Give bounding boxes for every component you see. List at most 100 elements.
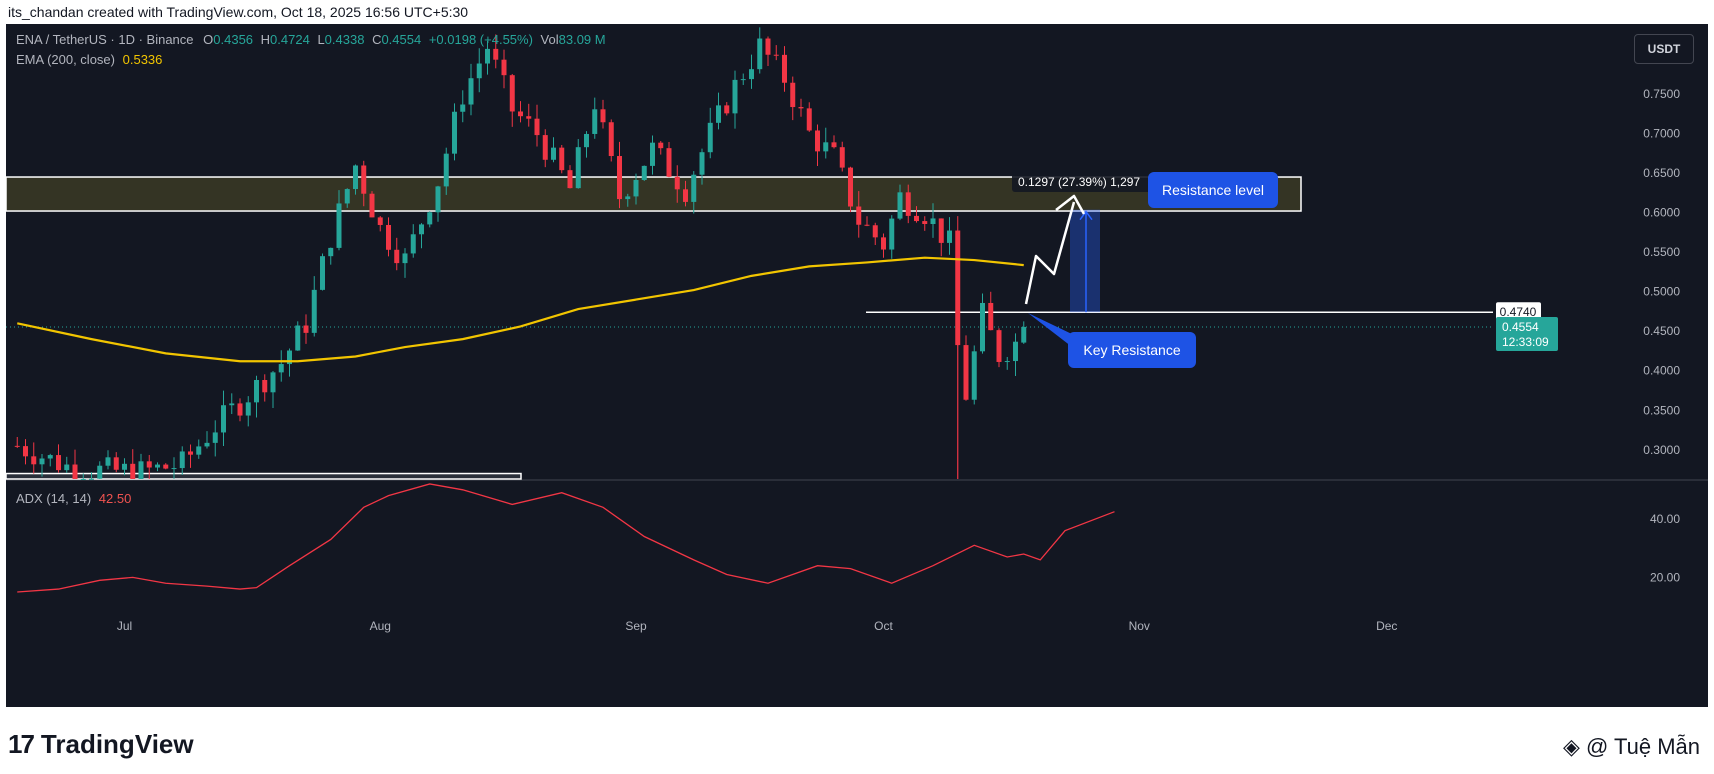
candle[interactable] bbox=[575, 139, 581, 189]
candle[interactable] bbox=[72, 449, 78, 479]
candle[interactable] bbox=[278, 350, 284, 382]
candle[interactable] bbox=[509, 73, 515, 127]
candle[interactable] bbox=[89, 472, 94, 480]
candle[interactable] bbox=[963, 335, 969, 401]
candle[interactable] bbox=[122, 458, 127, 476]
candle[interactable] bbox=[617, 141, 622, 209]
candle[interactable] bbox=[691, 171, 697, 214]
candle[interactable] bbox=[377, 216, 383, 232]
candle[interactable] bbox=[600, 99, 606, 129]
candle[interactable] bbox=[740, 73, 746, 85]
chart-canvas[interactable]: 0.7500 0.7000 0.6500 0.6000 0.5500 0.5000 0.45… bbox=[6, 24, 1708, 707]
candle[interactable] bbox=[80, 473, 86, 480]
candle[interactable] bbox=[897, 184, 903, 221]
candle[interactable] bbox=[336, 190, 342, 251]
candle[interactable] bbox=[534, 104, 540, 147]
candle[interactable] bbox=[344, 188, 350, 208]
candle[interactable] bbox=[410, 224, 416, 258]
candle[interactable] bbox=[542, 129, 548, 168]
candle[interactable] bbox=[163, 463, 169, 470]
candle[interactable] bbox=[551, 137, 556, 163]
candle[interactable] bbox=[353, 164, 358, 195]
candle[interactable] bbox=[848, 166, 853, 213]
candle[interactable] bbox=[56, 444, 61, 473]
candle[interactable] bbox=[650, 135, 655, 175]
candle[interactable] bbox=[765, 36, 771, 66]
candle[interactable] bbox=[328, 247, 334, 265]
candle[interactable] bbox=[402, 248, 408, 278]
candle[interactable] bbox=[254, 375, 259, 418]
candle[interactable] bbox=[105, 450, 111, 470]
candle[interactable] bbox=[980, 293, 985, 354]
candle[interactable] bbox=[518, 101, 523, 123]
candle[interactable] bbox=[427, 211, 433, 228]
candle[interactable] bbox=[683, 180, 688, 207]
candle[interactable] bbox=[14, 436, 20, 448]
candle[interactable] bbox=[831, 135, 837, 149]
candle[interactable] bbox=[782, 46, 787, 92]
candle[interactable] bbox=[881, 233, 886, 258]
candle[interactable] bbox=[567, 165, 573, 189]
candle[interactable] bbox=[938, 218, 944, 257]
measure-range[interactable] bbox=[1070, 209, 1100, 313]
candle[interactable] bbox=[716, 92, 721, 130]
candle[interactable] bbox=[1004, 356, 1010, 370]
resistance-level-callout[interactable] bbox=[1148, 172, 1278, 208]
candle[interactable] bbox=[666, 141, 672, 178]
candle[interactable] bbox=[798, 98, 804, 117]
candle[interactable] bbox=[64, 456, 70, 473]
candle[interactable] bbox=[452, 103, 457, 161]
candle[interactable] bbox=[262, 374, 268, 402]
candle[interactable] bbox=[757, 27, 763, 74]
candle[interactable] bbox=[988, 291, 994, 331]
support-box[interactable] bbox=[6, 472, 522, 480]
candle[interactable] bbox=[361, 160, 367, 207]
candle[interactable] bbox=[435, 185, 441, 222]
candle[interactable] bbox=[130, 449, 136, 479]
candle[interactable] bbox=[633, 173, 639, 205]
candle[interactable] bbox=[419, 223, 424, 249]
candle[interactable] bbox=[212, 420, 218, 457]
candle[interactable] bbox=[815, 124, 820, 166]
candle[interactable] bbox=[584, 131, 589, 158]
adx-line[interactable] bbox=[17, 483, 1115, 593]
candle[interactable] bbox=[460, 90, 466, 123]
candle[interactable] bbox=[947, 217, 952, 255]
candle[interactable] bbox=[592, 97, 598, 139]
candle[interactable] bbox=[773, 45, 779, 61]
ema-200-line[interactable] bbox=[17, 256, 1024, 363]
candle[interactable] bbox=[724, 102, 730, 116]
candle[interactable] bbox=[493, 34, 499, 69]
candle[interactable] bbox=[485, 41, 490, 75]
candle[interactable] bbox=[303, 314, 309, 344]
candle[interactable] bbox=[914, 206, 919, 223]
candle[interactable] bbox=[237, 398, 243, 422]
projection-path[interactable] bbox=[1024, 201, 1076, 305]
candle[interactable] bbox=[905, 184, 911, 224]
candle[interactable] bbox=[872, 222, 878, 245]
candle[interactable] bbox=[47, 453, 53, 467]
candle[interactable] bbox=[138, 453, 144, 479]
candle[interactable] bbox=[97, 461, 103, 479]
candle[interactable] bbox=[559, 144, 565, 174]
candle[interactable] bbox=[204, 431, 210, 449]
candle[interactable] bbox=[295, 321, 301, 351]
candle[interactable] bbox=[221, 390, 226, 447]
candle[interactable] bbox=[476, 48, 482, 93]
candle[interactable] bbox=[749, 54, 754, 89]
candle[interactable] bbox=[839, 141, 845, 172]
candle[interactable] bbox=[386, 217, 391, 257]
candle[interactable] bbox=[526, 103, 532, 127]
candle[interactable] bbox=[971, 345, 977, 405]
candle[interactable] bbox=[320, 253, 325, 291]
candle[interactable] bbox=[179, 446, 185, 475]
candle[interactable] bbox=[625, 193, 631, 207]
candle[interactable] bbox=[113, 452, 119, 473]
candle[interactable] bbox=[922, 216, 928, 231]
candle[interactable] bbox=[188, 444, 193, 468]
candle[interactable] bbox=[1021, 321, 1027, 344]
candle[interactable] bbox=[196, 439, 202, 459]
candle[interactable] bbox=[856, 191, 862, 238]
candle[interactable] bbox=[996, 328, 1002, 368]
candle[interactable] bbox=[171, 457, 177, 479]
